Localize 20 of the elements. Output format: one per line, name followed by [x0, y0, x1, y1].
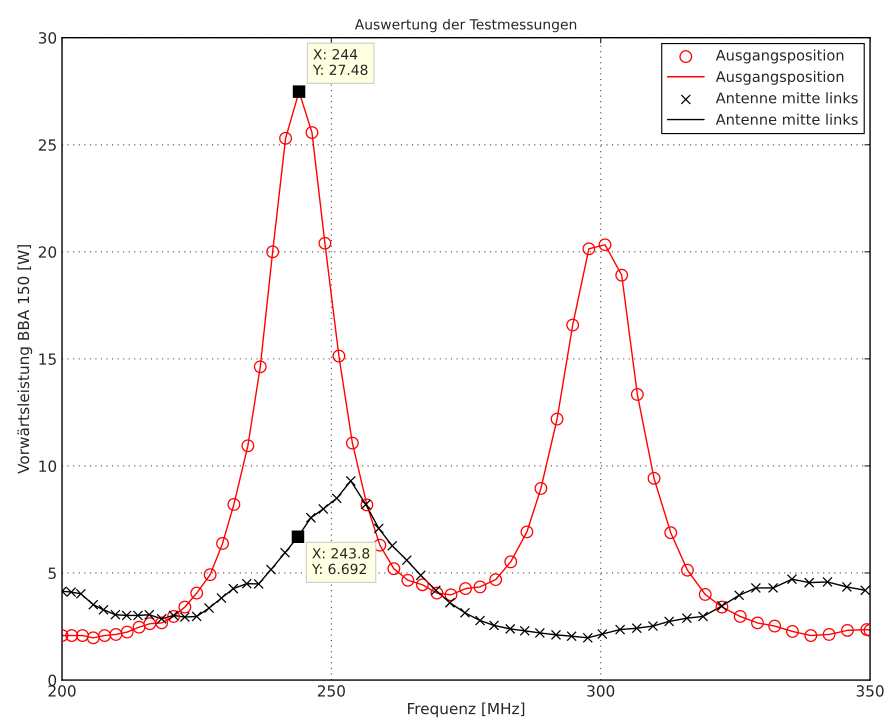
x-axis-title: Frequenz [MHz] — [408, 702, 524, 718]
x-tick-label: 300 — [587, 685, 614, 697]
y-tick-label: 10 — [39, 460, 56, 472]
y-tick-label: 0 — [48, 674, 56, 686]
chart-title: Auswertung der Testmessungen — [354, 18, 576, 32]
legend-label: Ausgangsposition — [716, 49, 844, 64]
x-tick-label: 350 — [856, 685, 884, 697]
y-tick-label: 20 — [38, 246, 56, 258]
annotation: X: 243.8 Y: 6.692 — [312, 548, 370, 574]
y-tick-label: 15 — [39, 354, 56, 365]
x-tick-label: 200 — [48, 685, 76, 697]
y-tick-label: 30 — [38, 32, 56, 44]
x-tick-label: 250 — [318, 685, 345, 697]
y-tick-label: 5 — [48, 568, 56, 580]
y-axis-title: Vorwärtsleistung BBA 150 [W] — [17, 245, 32, 474]
legend-label: Antenne mitte links — [716, 114, 858, 125]
legend-label: Antenne mitte links — [716, 92, 858, 104]
y-tick-label: 25 — [38, 139, 56, 151]
legend-label: Ausgangsposition — [716, 70, 844, 85]
annotation: X: 244 Y: 27.48 — [312, 49, 368, 76]
